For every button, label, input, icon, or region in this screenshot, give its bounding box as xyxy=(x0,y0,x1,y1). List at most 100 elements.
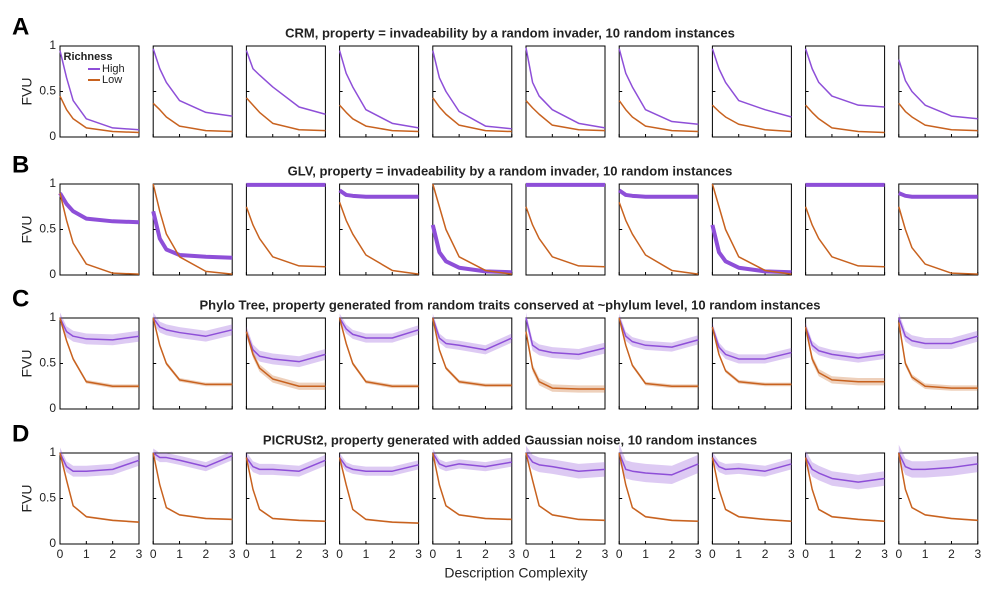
panel-frame xyxy=(525,45,606,138)
row-title: GLV, property = invadeability by a rando… xyxy=(288,163,733,178)
y-tick-label: 0.5 xyxy=(39,84,56,98)
series-line xyxy=(338,317,419,339)
series-line xyxy=(245,331,326,363)
series-line xyxy=(152,183,233,275)
series-line xyxy=(805,104,885,134)
x-tick-label: 0 xyxy=(616,547,623,561)
series-line xyxy=(804,206,885,268)
series-line xyxy=(804,457,885,522)
x-tick-label: 3 xyxy=(415,547,422,561)
series-line xyxy=(711,457,792,522)
row-title: Phylo Tree, property generated from rand… xyxy=(200,297,821,312)
series-line xyxy=(432,317,512,387)
series-line xyxy=(525,206,606,268)
series-line xyxy=(525,452,606,472)
series-line xyxy=(898,191,978,199)
series-line xyxy=(338,201,419,275)
series-line xyxy=(338,457,419,472)
series-line xyxy=(711,104,792,133)
x-tick-label: 3 xyxy=(229,547,236,561)
y-axis-label: FVU xyxy=(19,216,35,244)
error-band xyxy=(805,450,885,490)
series-line xyxy=(432,452,512,468)
series-line xyxy=(59,50,140,131)
x-tick-label: 0 xyxy=(57,547,64,561)
y-axis-label: FVU xyxy=(19,485,35,513)
series-line xyxy=(245,50,326,115)
panel-letter: D xyxy=(12,420,29,447)
error-band xyxy=(339,453,419,476)
error-band xyxy=(153,448,233,472)
y-tick-label: 0.5 xyxy=(39,222,56,236)
error-band xyxy=(619,443,699,484)
y-tick-label: 0.5 xyxy=(39,356,56,370)
series-line xyxy=(618,48,699,126)
series-line xyxy=(711,48,792,118)
error-band xyxy=(339,316,419,389)
x-tick-label: 3 xyxy=(881,547,888,561)
series-line xyxy=(898,102,978,132)
series-line xyxy=(245,457,326,522)
x-tick-label: 1 xyxy=(456,547,463,561)
series-line xyxy=(711,183,792,275)
series-line xyxy=(618,452,699,476)
x-tick-label: 3 xyxy=(322,547,329,561)
x-tick-label: 3 xyxy=(508,547,515,561)
series-line xyxy=(804,457,885,483)
panel-frame xyxy=(432,45,513,138)
x-tick-label: 1 xyxy=(829,547,836,561)
series-line xyxy=(618,317,699,387)
y-tick-label: 1 xyxy=(49,310,56,324)
x-tick-label: 0 xyxy=(243,547,250,561)
series-line xyxy=(525,47,606,129)
y-tick-label: 1 xyxy=(49,176,56,190)
series-line xyxy=(432,183,512,275)
series-line xyxy=(59,452,140,472)
series-line xyxy=(432,452,512,521)
series-line xyxy=(804,48,885,108)
series-line xyxy=(59,452,140,523)
legend-label: Low xyxy=(102,74,122,86)
y-tick-label: 0 xyxy=(49,536,56,550)
error-band xyxy=(898,444,978,478)
series-line xyxy=(151,210,233,260)
error-band xyxy=(60,312,139,346)
x-tick-label: 2 xyxy=(948,547,955,561)
panel-frame xyxy=(525,317,606,410)
panel-letter: C xyxy=(12,285,29,312)
series-line xyxy=(430,224,512,275)
series-line xyxy=(59,192,140,275)
y-tick-label: 0.5 xyxy=(39,491,56,505)
series-line xyxy=(59,317,139,387)
x-tick-label: 2 xyxy=(203,547,210,561)
panel-frame xyxy=(711,45,792,138)
panel-frame xyxy=(59,183,140,276)
series-line xyxy=(59,95,140,134)
x-tick-label: 0 xyxy=(709,547,716,561)
error-band xyxy=(526,328,605,393)
x-tick-label: 3 xyxy=(974,547,981,561)
x-tick-label: 3 xyxy=(136,547,143,561)
error-band xyxy=(153,312,233,342)
y-tick-label: 1 xyxy=(49,445,56,459)
panel-frame xyxy=(805,317,886,410)
x-tick-label: 0 xyxy=(429,547,436,561)
y-tick-label: 0 xyxy=(49,267,56,281)
series-line xyxy=(711,326,792,360)
series-line xyxy=(525,452,606,522)
error-band xyxy=(432,448,512,472)
x-tick-label: 0 xyxy=(150,547,157,561)
series-line xyxy=(618,100,699,133)
y-axis-label: FVU xyxy=(19,350,35,378)
x-tick-label: 1 xyxy=(549,547,556,561)
legend-title: Richness xyxy=(64,51,113,63)
series-line xyxy=(711,326,792,386)
panel-frame xyxy=(898,45,979,138)
series-line xyxy=(711,457,792,472)
series-line xyxy=(245,206,326,268)
series-line xyxy=(245,97,326,132)
x-tick-label: 0 xyxy=(336,547,343,561)
error-band xyxy=(619,313,699,352)
x-tick-label: 3 xyxy=(695,547,702,561)
x-tick-label: 1 xyxy=(269,547,276,561)
